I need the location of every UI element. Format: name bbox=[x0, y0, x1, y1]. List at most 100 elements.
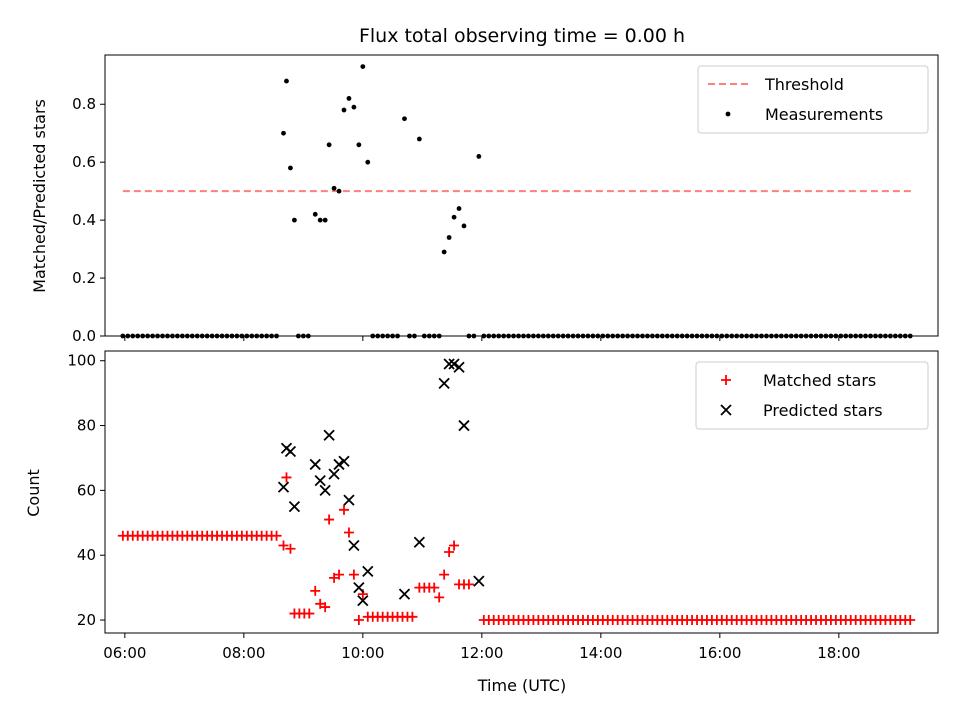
legend-threshold-label: Threshold bbox=[764, 75, 844, 94]
predicted-star-point bbox=[284, 445, 297, 458]
legend-measurements-swatch bbox=[725, 111, 731, 117]
measurement-point bbox=[135, 333, 141, 339]
measurement-point bbox=[214, 333, 220, 339]
measurement-point bbox=[365, 159, 371, 165]
measurement-point bbox=[326, 142, 332, 148]
measurement-point bbox=[689, 333, 695, 339]
measurement-point bbox=[739, 333, 745, 339]
matched-star-point bbox=[444, 546, 455, 557]
measurement-point bbox=[764, 333, 769, 339]
measurement-point bbox=[868, 333, 873, 339]
measurement-point bbox=[416, 136, 422, 142]
bottom-x-tick-label: 14:00 bbox=[579, 644, 622, 662]
predicted-star-point bbox=[319, 484, 331, 497]
measurement-point bbox=[635, 333, 640, 339]
matched-star-point bbox=[362, 611, 373, 622]
measurement-point bbox=[654, 333, 660, 339]
top-chart-title: Flux total observing time = 0.00 h bbox=[359, 25, 685, 47]
measurement-point bbox=[407, 333, 412, 339]
measurement-point bbox=[516, 333, 521, 339]
measurement-point bbox=[550, 333, 556, 339]
measurement-point bbox=[580, 333, 586, 339]
measurement-point bbox=[456, 206, 462, 211]
measurement-point bbox=[724, 333, 730, 339]
measurement-point bbox=[813, 333, 819, 339]
measurement-point bbox=[264, 333, 270, 339]
matched-star-point bbox=[338, 504, 349, 515]
matched-star-point bbox=[278, 540, 289, 551]
measurement-point bbox=[471, 333, 477, 339]
measurement-point bbox=[436, 333, 442, 339]
predicted-star-point bbox=[309, 458, 321, 471]
measurement-point bbox=[204, 333, 210, 339]
measurement-point bbox=[244, 333, 250, 339]
top-y-tick-label: 0.4 bbox=[72, 211, 96, 229]
bottom-plot-area: 20 40 60 80 100 06:00 08:00 10:00 12:00 14:00 16:0… bbox=[67, 350, 939, 662]
measurement-point bbox=[545, 333, 551, 339]
legend-matched-label: Matched stars bbox=[763, 371, 876, 390]
measurement-point bbox=[679, 333, 685, 339]
bottom-axes-frame bbox=[104, 350, 939, 634]
measurement-point bbox=[808, 333, 814, 339]
predicted-star-point bbox=[348, 539, 360, 552]
measurement-point bbox=[412, 333, 417, 339]
measurement-point bbox=[209, 333, 215, 339]
measurement-point bbox=[461, 223, 467, 229]
measurement-point bbox=[292, 217, 297, 223]
matched-star-point bbox=[285, 543, 296, 554]
measurement-point bbox=[496, 333, 502, 339]
matched-star-point bbox=[310, 585, 321, 596]
measurement-point bbox=[878, 333, 883, 339]
measurement-point bbox=[759, 333, 764, 339]
bottom-legend-box bbox=[695, 361, 929, 430]
predicted-star-point bbox=[353, 581, 365, 594]
measurement-point bbox=[466, 333, 472, 339]
measurement-point bbox=[145, 333, 151, 339]
measurement-point bbox=[615, 333, 621, 339]
measurement-point bbox=[229, 333, 235, 339]
legend-predicted-label: Predicted stars bbox=[763, 401, 883, 420]
measurement-point bbox=[803, 333, 809, 339]
measurement-point bbox=[317, 217, 323, 223]
measurement-point bbox=[531, 333, 536, 339]
measurement-point bbox=[155, 333, 160, 339]
measurement-point bbox=[907, 333, 913, 339]
measurement-point bbox=[897, 333, 903, 339]
measurement-point bbox=[773, 333, 779, 339]
measurement-point bbox=[719, 333, 725, 339]
predicted-star-point bbox=[443, 358, 455, 370]
measurement-point bbox=[659, 333, 665, 339]
bottom-x-tick-label: 18:00 bbox=[817, 644, 860, 662]
measurement-point bbox=[288, 165, 293, 171]
matched-star-point bbox=[320, 602, 331, 613]
matched-star-point bbox=[905, 615, 916, 626]
measurement-point bbox=[370, 333, 376, 339]
top-y-tick-label: 0.0 bbox=[72, 327, 96, 345]
measurement-point bbox=[300, 333, 306, 339]
measurement-point bbox=[729, 333, 735, 339]
measurement-point bbox=[351, 104, 357, 110]
measurement-point bbox=[684, 333, 690, 339]
measurement-point bbox=[645, 333, 650, 339]
measurement-point bbox=[199, 333, 205, 339]
bottom-x-tick-label: 06:00 bbox=[103, 644, 146, 662]
predicted-star-point bbox=[314, 475, 326, 487]
bottom-y-tick-label: 20 bbox=[77, 611, 96, 629]
measurement-point bbox=[892, 333, 898, 339]
measurement-point bbox=[674, 333, 680, 339]
measurement-point bbox=[833, 333, 839, 339]
measurement-point bbox=[441, 249, 447, 255]
measurement-point bbox=[476, 153, 482, 159]
bottom-x-axis-label: Time (UTC) bbox=[477, 676, 566, 695]
measurement-point bbox=[669, 333, 675, 339]
bottom-x-tick-label: 10:00 bbox=[341, 644, 384, 662]
measurement-point bbox=[331, 185, 337, 191]
matched-star-point bbox=[463, 579, 474, 590]
predicted-star-point bbox=[288, 500, 301, 513]
measurement-point bbox=[535, 333, 541, 339]
measurement-point bbox=[873, 333, 878, 339]
predicted-star-point bbox=[413, 536, 425, 548]
measurement-point bbox=[630, 333, 635, 339]
measurement-point bbox=[506, 333, 512, 339]
measurement-point bbox=[390, 333, 395, 339]
